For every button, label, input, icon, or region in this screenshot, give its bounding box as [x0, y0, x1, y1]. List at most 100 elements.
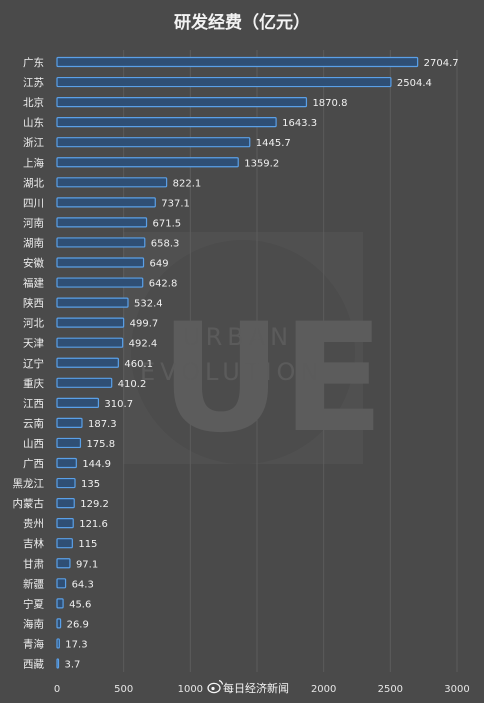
category-label: 山东 [23, 116, 44, 129]
bar [56, 76, 392, 88]
x-tick-label: 2000 [311, 684, 336, 695]
bar [56, 177, 168, 188]
bar [56, 117, 277, 128]
category-label: 湖北 [23, 177, 44, 189]
credit-text: 每日经济新闻 [223, 681, 289, 695]
value-label: 17.3 [65, 639, 87, 650]
x-tick-label: 500 [114, 684, 133, 695]
value-label: 64.3 [72, 579, 94, 590]
category-label: 江西 [23, 398, 44, 410]
category-label: 江苏 [23, 76, 44, 89]
value-label: 175.8 [86, 439, 115, 450]
bar [56, 297, 129, 308]
category-label: 贵州 [23, 517, 44, 530]
watermark-circle [131, 240, 355, 464]
category-label: 河南 [23, 216, 44, 229]
credit: 每日经济新闻 [205, 679, 303, 695]
value-label: 410.2 [118, 379, 147, 390]
credit-backdrop [205, 679, 303, 695]
value-label: 310.7 [104, 399, 133, 410]
value-label: 121.6 [79, 519, 108, 530]
value-label: 822.1 [173, 178, 202, 189]
value-label: 1445.7 [256, 138, 291, 149]
value-label: 492.4 [129, 339, 158, 350]
value-labels: 2704.7 2504.4 1870.8 1643.3 1445.7 1359.2 822.… [65, 58, 459, 671]
value-label: 649 [150, 259, 169, 270]
category-label: 重庆 [23, 377, 44, 390]
category-label: 山西 [23, 438, 44, 450]
bar [56, 498, 75, 509]
category-label: 海南 [23, 617, 44, 630]
category-label: 河北 [23, 318, 44, 330]
value-label: 3.7 [65, 660, 81, 671]
x-tick-label: 1000 [178, 684, 203, 695]
value-label: 26.9 [67, 619, 89, 630]
category-label: 广西 [23, 458, 44, 470]
x-tick-label: 0 [54, 684, 60, 695]
bar [56, 518, 74, 529]
category-label: 甘肃 [23, 557, 44, 570]
bar [56, 337, 124, 348]
category-label: 宁夏 [23, 597, 44, 610]
value-label: 115 [78, 539, 97, 550]
value-label: 97.1 [76, 559, 98, 570]
value-label: 135 [81, 479, 100, 490]
value-label: 1359.2 [244, 158, 279, 169]
value-label: 499.7 [130, 319, 159, 330]
category-label: 广东 [23, 56, 44, 69]
bar [56, 538, 73, 549]
value-label: 144.9 [82, 459, 111, 470]
bar [56, 397, 100, 408]
bar [56, 277, 144, 288]
category-label: 北京 [23, 96, 44, 109]
category-label: 辽宁 [23, 357, 44, 370]
category-label: 福建 [23, 277, 44, 290]
grid-lines [123, 50, 458, 672]
category-label: 黑龙江 [13, 477, 45, 490]
category-label: 新疆 [23, 577, 44, 590]
value-label: 2504.4 [397, 78, 432, 89]
bar [56, 598, 64, 609]
bar [56, 217, 148, 228]
bar [56, 257, 145, 268]
bar [56, 477, 76, 489]
value-label: 129.2 [80, 499, 109, 510]
bars-group [56, 56, 419, 669]
value-label: 642.8 [149, 279, 178, 290]
bar [56, 96, 308, 108]
bar [56, 317, 125, 328]
x-tick-label: 2500 [378, 684, 403, 695]
bar [56, 197, 156, 208]
bar [56, 377, 113, 388]
value-label: 2704.7 [424, 58, 459, 69]
bar [56, 157, 239, 168]
bar [56, 578, 67, 589]
bar [56, 437, 82, 449]
watermark-logo-text: UE [160, 292, 384, 466]
value-label: 1643.3 [282, 118, 317, 129]
chart-title: 研发经费（亿元） [174, 12, 310, 33]
category-label: 安徽 [23, 257, 44, 270]
bar [56, 558, 71, 569]
category-label: 陕西 [23, 297, 44, 310]
bar [56, 137, 251, 148]
category-label: 上海 [23, 156, 44, 169]
category-label: 湖南 [23, 236, 44, 249]
watermark-line1: URBAN [183, 323, 293, 351]
value-label: 187.3 [88, 419, 117, 430]
value-label: 1870.8 [312, 98, 347, 109]
bar [56, 457, 77, 469]
category-label: 青海 [23, 637, 44, 650]
value-label: 45.6 [69, 599, 91, 610]
category-label: 西藏 [23, 659, 44, 671]
bar [56, 618, 62, 629]
category-label: 浙江 [23, 137, 44, 149]
category-label: 四川 [23, 197, 44, 209]
value-label: 671.5 [153, 218, 182, 229]
bar [56, 638, 60, 649]
bar [56, 357, 119, 368]
category-labels: 广东江苏北京山东浙江上海湖北四川河南湖南安徽福建陕西河北天津辽宁重庆江西云南山西… [13, 56, 45, 671]
bar [56, 56, 419, 68]
category-label: 云南 [23, 417, 44, 430]
